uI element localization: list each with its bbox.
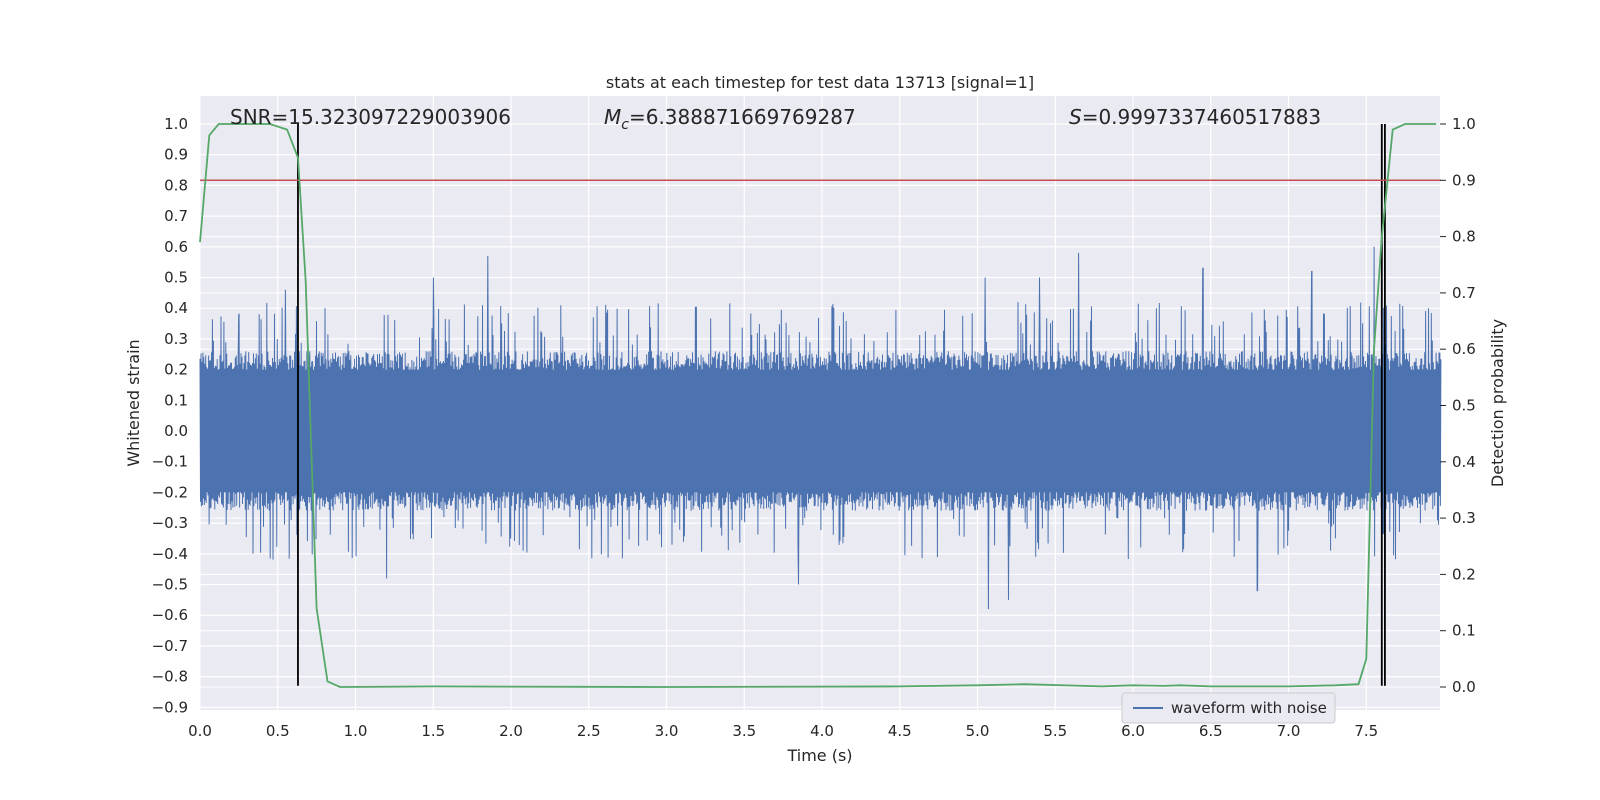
y2-tick-label: 0.0 <box>1452 678 1476 696</box>
score-value: =0.9997337460517883 <box>1082 105 1321 129</box>
score-symbol: S <box>1069 105 1082 129</box>
y-tick-label: −0.3 <box>152 514 188 532</box>
detection-probability-line <box>199 123 1437 688</box>
y-axis-label: Whitened strain <box>124 339 143 466</box>
y2-tick-label: 0.6 <box>1452 340 1476 358</box>
y-tick-label: −0.1 <box>152 453 188 471</box>
y2-tick-label: 1.0 <box>1452 115 1476 133</box>
y2-tick-label: 0.2 <box>1452 565 1476 583</box>
chirp-mass-subscript: c <box>621 117 629 133</box>
y-tick-label: 0.0 <box>164 422 188 440</box>
y-tick-label: 0.6 <box>164 238 188 256</box>
y-tick-label: −0.6 <box>152 606 188 624</box>
x-tick-label: 7.5 <box>1354 722 1378 740</box>
x-tick-label: 6.0 <box>1121 722 1145 740</box>
chirp-mass-value: =6.388871669769287 <box>629 105 856 129</box>
strain-series <box>199 228 1442 686</box>
x-axis-label: Time (s) <box>786 746 852 765</box>
y-tick-label: 0.5 <box>164 269 188 287</box>
y-tick-label: 0.3 <box>164 330 188 348</box>
x-tick-label: 3.0 <box>655 722 679 740</box>
event-markers <box>297 124 1386 686</box>
y-tick-label: −0.7 <box>152 637 188 655</box>
chart-title: stats at each timestep for test data 137… <box>606 73 1034 92</box>
y2-axis-label: Detection probability <box>1488 319 1507 487</box>
y-tick-label: −0.9 <box>152 698 188 716</box>
y-tick-label: −0.4 <box>152 545 188 563</box>
x-tick-label: 1.5 <box>421 722 445 740</box>
x-tick-label: 5.0 <box>966 722 990 740</box>
x-tick-label: 2.0 <box>499 722 523 740</box>
y-tick-label: −0.2 <box>152 483 188 501</box>
y2-tick-label: 0.4 <box>1452 453 1476 471</box>
y-axis-ticks: 1.0 0.9 0.8 0.7 0.6 0.5 0.4 0.3 0.2 0.1 0.0 −0.1 −0.… <box>152 115 188 716</box>
y2-tick-label: 0.7 <box>1452 284 1476 302</box>
y2-tick-label: 0.3 <box>1452 509 1476 527</box>
chirp-mass-symbol: M <box>604 105 621 129</box>
legend-label-waveform: waveform with noise <box>1171 699 1327 717</box>
x-tick-label: 0.0 <box>188 722 212 740</box>
y-tick-label: 0.7 <box>164 207 188 225</box>
x-tick-label: 4.0 <box>810 722 834 740</box>
score-annotation: S=0.9997337460517883 <box>1069 105 1321 129</box>
y2-tick-label: 0.5 <box>1452 397 1476 415</box>
y2-tick-label: 0.8 <box>1452 228 1476 246</box>
chirp-mass-annotation: Mc=6.388871669769287 <box>604 105 856 133</box>
x-tick-label: 2.5 <box>577 722 601 740</box>
x-tick-label: 4.5 <box>888 722 912 740</box>
x-axis-ticks: 0.0 0.5 1.0 1.5 2.0 2.5 3.0 3.5 4.0 4.5 5.0 5.5 6.0 6… <box>188 722 1378 740</box>
y-tick-label: 0.1 <box>164 391 188 409</box>
x-tick-label: 3.5 <box>732 722 756 740</box>
y-tick-label: 0.4 <box>164 299 188 317</box>
y-tick-label: 1.0 <box>164 115 188 133</box>
y-tick-label: 0.8 <box>164 176 188 194</box>
x-tick-label: 6.5 <box>1199 722 1223 740</box>
legend-box <box>1121 692 1336 724</box>
snr-annotation: SNR=15.323097229003906 <box>230 105 511 129</box>
y-tick-label: 0.9 <box>164 146 188 164</box>
y2-axis-ticks: 1.0 0.9 0.8 0.7 0.6 0.5 0.4 0.3 0.2 0.1 0.0 <box>1440 115 1476 696</box>
legend: waveform with noise <box>1121 692 1336 724</box>
x-tick-label: 0.5 <box>266 722 290 740</box>
y2-tick-label: 0.1 <box>1452 622 1476 640</box>
x-tick-label: 5.5 <box>1043 722 1067 740</box>
y2-tick-label: 0.9 <box>1452 171 1476 189</box>
x-tick-label: 1.0 <box>344 722 368 740</box>
x-tick-label: 7.0 <box>1277 722 1301 740</box>
waveform-core-band <box>200 369 1441 493</box>
y-tick-label: 0.2 <box>164 361 188 379</box>
y-tick-label: −0.8 <box>152 668 188 686</box>
y-tick-label: −0.5 <box>152 576 188 594</box>
